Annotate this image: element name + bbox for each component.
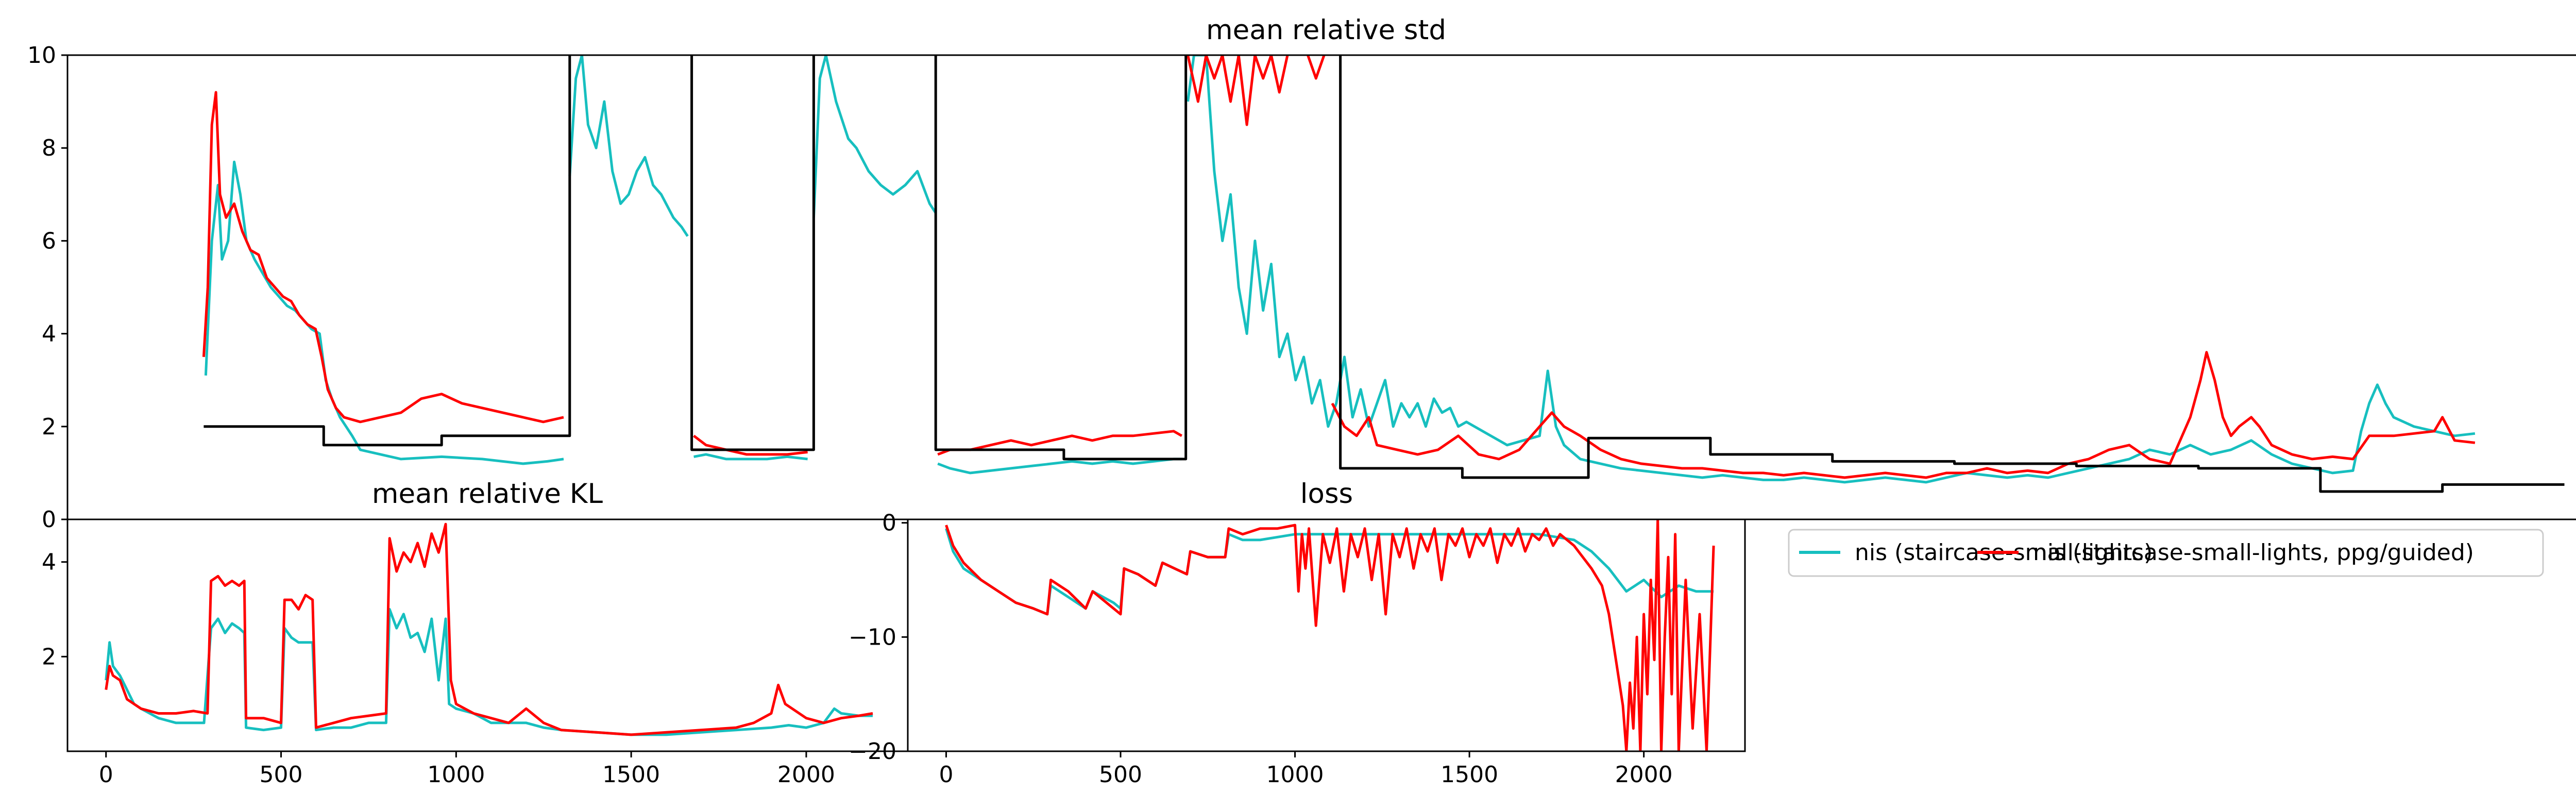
- plot-area-loss: [945, 519, 1715, 751]
- x-tick-label-loss-2: 1000: [1266, 762, 1324, 788]
- y-tick-label-kl-1: 4: [42, 549, 56, 576]
- series-line-kl-1-segment-0: [105, 522, 873, 736]
- y-tick-label-loss-1: −10: [849, 624, 896, 650]
- panel-mean-relative-std: mean relative std 0 2 4 6 8 10: [27, 14, 2576, 533]
- y-tick-label-kl-0: 2: [42, 644, 56, 670]
- y-tick-label-std-1: 2: [42, 414, 56, 440]
- y-tick-label-std-0: 0: [42, 507, 56, 533]
- series-line-std-1-segment-5: [1331, 351, 2476, 479]
- y-tick-label-loss-2: −20: [849, 738, 896, 765]
- series-line-std-1-segment-4: [1307, 55, 1326, 80]
- series-line-loss-0-segment-0: [945, 528, 1714, 616]
- panel-mean-relative-kl: mean relative KL 2 4 0 500 1000 1500 2000: [42, 478, 909, 788]
- x-tick-label-kl-2: 1000: [427, 762, 485, 788]
- series-line-std-2-segment-0: [204, 55, 571, 447]
- y-tick-label-std-5: 10: [27, 42, 56, 69]
- series-line-std-1-segment-1: [693, 434, 808, 456]
- series-line-std-2-segment-1: [690, 55, 815, 451]
- y-tick-label-std-3: 6: [42, 228, 56, 254]
- series-line-std-0-segment-5: [1187, 55, 2476, 484]
- plot-area-std: [202, 55, 2565, 493]
- series-line-std-2-segment-2: [934, 55, 1188, 461]
- x-tick-label-loss-3: 1500: [1440, 762, 1498, 788]
- x-tick-label-kl-3: 1500: [602, 762, 660, 788]
- chart-title-loss: loss: [1300, 478, 1353, 510]
- series-line-std-0-segment-3: [812, 55, 937, 218]
- legend: nis (staircase-small-lights) nis (stairc…: [1788, 529, 2544, 577]
- series-line-std-1-segment-0: [202, 91, 564, 424]
- chart-title-mean-relative-std: mean relative std: [1206, 14, 1446, 46]
- series-line-std-0-segment-2: [693, 453, 808, 461]
- axes-frame-loss: [907, 518, 1746, 752]
- y-tick-label-std-4: 8: [42, 135, 56, 161]
- legend-box: [1788, 529, 2544, 577]
- series-line-kl-0-segment-0: [105, 608, 873, 736]
- series-line-std-1-segment-3: [1187, 55, 1289, 126]
- axis-ticks-loss: 0 −10 −20 0 500 1000 1500 2000: [849, 510, 1672, 788]
- y-tick-label-loss-0: 0: [882, 510, 896, 536]
- x-tick-label-loss-4: 2000: [1615, 762, 1673, 788]
- axis-ticks-kl: 2 4 0 500 1000 1500 2000: [42, 549, 835, 788]
- series-line-std-0-segment-4: [937, 458, 1182, 475]
- plot-area-kl: [105, 522, 873, 736]
- series-line-loss-1-segment-0: [945, 519, 1715, 751]
- panel-loss: loss 0 −10 −20 0 500 1000 1500 2000: [849, 478, 1746, 788]
- series-line-std-0-segment-0: [204, 160, 564, 465]
- series-line-std-2-segment-3: [1339, 55, 2565, 493]
- x-tick-label-loss-1: 500: [1099, 762, 1142, 788]
- y-tick-label-std-2: 4: [42, 321, 56, 347]
- x-tick-label-kl-0: 0: [99, 762, 113, 788]
- y-axis-ticks-std: 0 2 4 6 8 10: [27, 42, 67, 533]
- x-tick-label-kl-4: 2000: [777, 762, 835, 788]
- x-tick-label-loss-0: 0: [939, 762, 953, 788]
- series-line-std-0-segment-1: [568, 55, 689, 237]
- legend-label-nis-ppg-guided: nis (staircase-small-lights, ppg/guided): [2033, 539, 2474, 566]
- chart-title-mean-relative-kl: mean relative KL: [372, 478, 603, 510]
- x-tick-label-kl-1: 500: [260, 762, 303, 788]
